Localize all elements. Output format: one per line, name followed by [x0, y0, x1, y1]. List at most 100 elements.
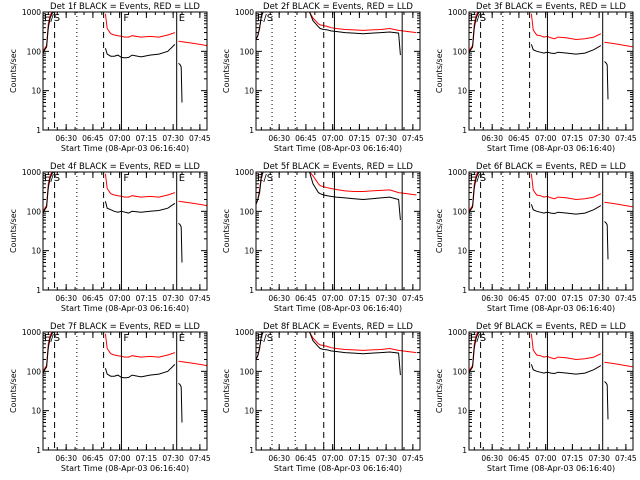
x-axis-label: Start Time (08-Apr-03 06:16:40) — [487, 304, 615, 313]
series-lld-segment-1 — [469, 172, 482, 212]
x-axis-label: Start Time (08-Apr-03 06:16:40) — [487, 464, 615, 473]
series-events-segment-1 — [43, 332, 55, 374]
series-events-segment-2 — [530, 204, 602, 215]
x-tick-label: 07:45 — [402, 454, 424, 463]
y-tick-label: 100 — [453, 47, 468, 56]
series-lld-segment-2 — [104, 13, 176, 38]
series-lld-segment-2 — [104, 333, 176, 358]
series-lld-segment-1 — [43, 12, 56, 52]
x-axis-label: Start Time (08-Apr-03 06:16:40) — [274, 304, 402, 313]
x-tick-label: 06:45 — [82, 454, 104, 463]
x-tick-label: 06:30 — [268, 294, 290, 303]
marker-label: F — [123, 333, 129, 344]
series-lld-segment-1 — [469, 12, 482, 52]
series-events-segment-3 — [604, 381, 609, 420]
x-axis-label: Start Time (08-Apr-03 06:16:40) — [274, 144, 402, 153]
series-lld-segment-2 — [309, 172, 417, 196]
x-tick-label: 07:30 — [588, 134, 610, 143]
x-tick-label: 07:15 — [349, 134, 371, 143]
corner-label: E/S — [257, 13, 273, 24]
x-axis-label: Start Time (08-Apr-03 06:16:40) — [61, 464, 189, 473]
x-tick-label: 07:15 — [136, 294, 158, 303]
y-tick-label: 1 — [249, 446, 254, 455]
series-group — [43, 12, 207, 103]
series-group — [256, 12, 417, 56]
plot-frame — [468, 11, 634, 131]
x-tick-label: 07:45 — [189, 454, 211, 463]
y-tick-label: 10 — [457, 407, 467, 416]
x-tick-label: 06:45 — [508, 134, 530, 143]
x-tick-label: 06:45 — [295, 294, 317, 303]
plot-frame — [255, 11, 421, 131]
plot-frame — [468, 171, 634, 291]
x-tick-label: 07:45 — [615, 454, 637, 463]
series-events-segment-2 — [309, 172, 401, 221]
x-tick-label: 06:45 — [508, 454, 530, 463]
x-tick-label: 07:45 — [402, 134, 424, 143]
y-tick-label: 10 — [244, 87, 254, 96]
x-tick-label: 07:00 — [535, 294, 557, 303]
y-tick-label: 10 — [244, 407, 254, 416]
series-events-segment-1 — [469, 332, 481, 374]
x-tick-label: 06:45 — [295, 134, 317, 143]
y-tick-label: 1 — [462, 446, 467, 455]
series-events-segment-2 — [104, 364, 176, 379]
plot-frame — [255, 331, 421, 451]
x-tick-label: 07:00 — [322, 134, 344, 143]
x-tick-label: 07:30 — [588, 454, 610, 463]
plot-frame — [255, 171, 421, 291]
x-tick-label: 06:30 — [55, 454, 77, 463]
series-lld-segment-2 — [309, 332, 417, 354]
y-tick-label: 100 — [240, 367, 255, 376]
series-lld-segment-1 — [469, 332, 482, 372]
series-lld-segment-2 — [104, 173, 176, 198]
plot-frame — [42, 331, 208, 451]
x-tick-label: 07:45 — [189, 294, 211, 303]
series-events-segment-2 — [104, 201, 176, 214]
series-group — [256, 332, 417, 376]
x-tick-label: 07:30 — [162, 134, 184, 143]
x-tick-label: 07:30 — [588, 294, 610, 303]
series-lld-segment-3 — [604, 361, 633, 368]
series-lld-segment-2 — [530, 333, 602, 361]
y-tick-label: 10 — [31, 407, 41, 416]
series-group — [43, 172, 207, 263]
corner-label: E/S — [44, 13, 60, 24]
chart-title: Det 3f BLACK = Events, RED = LLD — [476, 2, 626, 12]
x-tick-label: 07:00 — [322, 294, 344, 303]
series-events-segment-1 — [43, 12, 55, 54]
x-tick-label: 06:30 — [481, 134, 503, 143]
chart-title: Det 5f BLACK = Events, RED = LLD — [263, 162, 413, 172]
series-group — [469, 332, 633, 420]
x-tick-label: 07:15 — [562, 454, 584, 463]
y-axis-label: Counts/sec — [9, 209, 18, 253]
x-axis-label: Start Time (08-Apr-03 06:16:40) — [274, 464, 402, 473]
series-lld-segment-3 — [178, 40, 207, 47]
x-tick-label: 07:00 — [109, 454, 131, 463]
marker-label: F — [123, 173, 129, 184]
y-tick-label: 100 — [240, 47, 255, 56]
chart-title: Det 9f BLACK = Events, RED = LLD — [476, 322, 626, 332]
y-tick-label: 10 — [457, 247, 467, 256]
marker-label: E — [179, 173, 185, 184]
y-tick-label: 1 — [462, 286, 467, 295]
series-events-segment-1 — [256, 332, 269, 360]
x-tick-label: 07:45 — [189, 134, 211, 143]
series-events-segment-2 — [530, 44, 602, 55]
series-lld-segment-1 — [43, 332, 56, 372]
y-tick-label: 10 — [31, 87, 41, 96]
marker-label: E — [179, 333, 185, 344]
series-lld-segment-3 — [604, 201, 633, 208]
x-tick-label: 07:45 — [402, 294, 424, 303]
x-axis-label: Start Time (08-Apr-03 06:16:40) — [487, 144, 615, 153]
series-events-segment-3 — [178, 222, 183, 263]
x-tick-label: 07:00 — [109, 294, 131, 303]
plot-frame — [42, 11, 208, 131]
x-tick-label: 07:30 — [375, 294, 397, 303]
y-axis-label: Counts/sec — [435, 49, 444, 93]
corner-label: E/S — [44, 333, 60, 344]
x-tick-label: 07:45 — [615, 294, 637, 303]
